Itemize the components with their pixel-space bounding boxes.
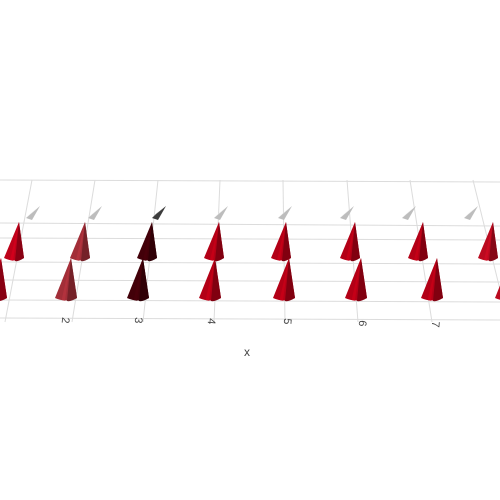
cone-mark: [152, 206, 166, 220]
x-tick-label: 4: [205, 318, 217, 325]
cone-mark: [199, 258, 221, 302]
cone-mark: [88, 206, 102, 218]
cone-mark: [214, 206, 228, 220]
cone-mark: [278, 206, 292, 218]
cone-mark: [340, 222, 360, 262]
cone-mark: [340, 206, 354, 218]
grid-line: [0, 179, 500, 183]
cone-mark: [152, 206, 166, 218]
cone-mark: [478, 222, 498, 262]
cones: [0, 206, 500, 302]
cone-mark: [495, 285, 500, 300]
cone-mark: [127, 258, 149, 302]
cone-mark: [70, 222, 90, 262]
cone-mark: [464, 206, 478, 220]
cone-mark: [204, 222, 224, 262]
cone-mark: [402, 206, 416, 218]
cone-mark: [273, 258, 295, 302]
cone-mark: [26, 206, 40, 220]
cone-mark: [26, 206, 40, 218]
x-tick-label: 2: [59, 317, 71, 324]
grid-line: [0, 317, 500, 321]
x-ticks: 2 3 4 5 6 7: [59, 317, 441, 328]
cone-mark: [0, 258, 7, 302]
cone-mark: [137, 222, 157, 262]
cone-mark: [88, 206, 102, 220]
cone-mark: [340, 206, 354, 220]
cone-mark: [421, 258, 443, 302]
cone-mark: [402, 206, 416, 220]
cone-mark: [278, 206, 292, 220]
grid-line: [0, 299, 500, 303]
x-tick-label: 3: [132, 317, 144, 324]
x-tick-label: 5: [281, 318, 293, 325]
x-tick-label: 7: [429, 321, 441, 328]
grid-line: [0, 279, 500, 283]
grid-line: [0, 222, 500, 227]
x-axis-title: x: [244, 345, 250, 359]
cone-mark: [464, 206, 478, 218]
x-tick-label: 6: [356, 320, 368, 327]
grid-line: [0, 261, 500, 265]
cone-mark: [55, 258, 77, 302]
cone-mark: [214, 206, 228, 218]
cone-mark: [345, 258, 367, 302]
cone-mark: [271, 222, 291, 262]
cone-mark: [408, 222, 428, 262]
cone-mark: [4, 222, 24, 262]
